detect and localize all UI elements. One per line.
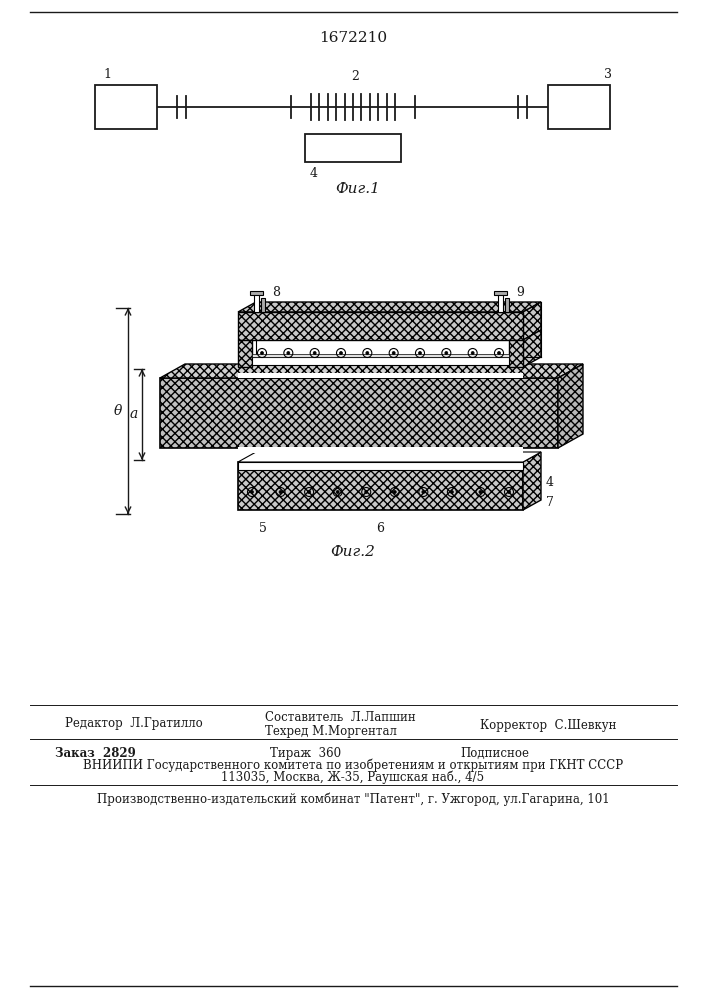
Circle shape [365,490,368,493]
Circle shape [450,490,453,493]
Bar [494,291,507,295]
Circle shape [471,352,474,355]
Bar [250,291,263,295]
Text: 113035, Москва, Ж-35, Раушская наб., 4/5: 113035, Москва, Ж-35, Раушская наб., 4/5 [221,771,484,784]
Text: 1: 1 [103,68,111,81]
Circle shape [279,490,282,493]
Circle shape [422,490,425,493]
Text: Редактор  Л.Гратилло: Редактор Л.Гратилло [65,717,203,730]
Bar [261,298,265,312]
Bar [509,340,523,367]
Text: Корректор  С.Шевкун: Корректор С.Шевкун [480,719,617,732]
Circle shape [419,352,421,355]
Circle shape [313,352,316,355]
Text: 2: 2 [351,70,359,83]
Text: Фиг.1: Фиг.1 [336,182,380,196]
Bar [160,378,558,448]
Bar [95,85,157,129]
Circle shape [250,490,254,493]
Bar [505,298,509,312]
Text: Тираж  360: Тираж 360 [270,747,341,760]
Text: Техред М.Моргентал: Техред М.Моргентал [265,725,397,738]
Polygon shape [238,302,541,312]
Bar [238,373,523,378]
Circle shape [392,352,395,355]
Text: 1672210: 1672210 [319,31,387,45]
Text: 4: 4 [546,476,554,488]
Text: 5: 5 [259,522,267,535]
Circle shape [498,352,501,355]
Bar [238,312,523,340]
Text: a: a [130,408,138,422]
Bar [305,134,401,162]
Polygon shape [523,452,541,510]
Bar [252,354,509,357]
Text: θ: θ [114,404,122,418]
Circle shape [339,352,342,355]
Text: Составитель  Л.Лапшин: Составитель Л.Лапшин [265,711,416,724]
Polygon shape [558,364,583,448]
Text: 6: 6 [376,522,384,535]
Text: 9: 9 [516,286,524,298]
Circle shape [479,490,482,493]
Circle shape [287,352,290,355]
Circle shape [366,352,369,355]
Text: 4: 4 [310,167,318,180]
Text: Фиг.2: Фиг.2 [331,545,375,559]
Circle shape [336,490,339,493]
Text: Производственно-издательский комбинат "Патент", г. Ужгород, ул.Гагарина, 101: Производственно-издательский комбинат "П… [97,793,609,806]
Polygon shape [238,452,541,462]
Circle shape [393,490,397,493]
Polygon shape [523,302,541,340]
Text: ВНИИПИ Государственного комитета по изобретениям и открытиям при ГКНТ СССР: ВНИИПИ Государственного комитета по изоб… [83,759,623,772]
Bar [252,357,509,365]
Text: 3: 3 [604,68,612,81]
Text: 7: 7 [546,495,554,508]
Bar [238,340,252,367]
Bar [238,462,523,510]
Polygon shape [160,364,583,378]
Bar [254,292,259,312]
Circle shape [508,490,510,493]
Circle shape [260,352,264,355]
Text: Заказ  2829: Заказ 2829 [55,747,136,760]
Bar [238,447,523,453]
Polygon shape [523,330,541,367]
Circle shape [308,490,310,493]
Text: Подписное: Подписное [460,747,529,760]
Circle shape [445,352,448,355]
Text: 8: 8 [272,286,280,298]
Bar [498,292,503,312]
Bar [548,85,610,129]
Bar [238,462,523,470]
